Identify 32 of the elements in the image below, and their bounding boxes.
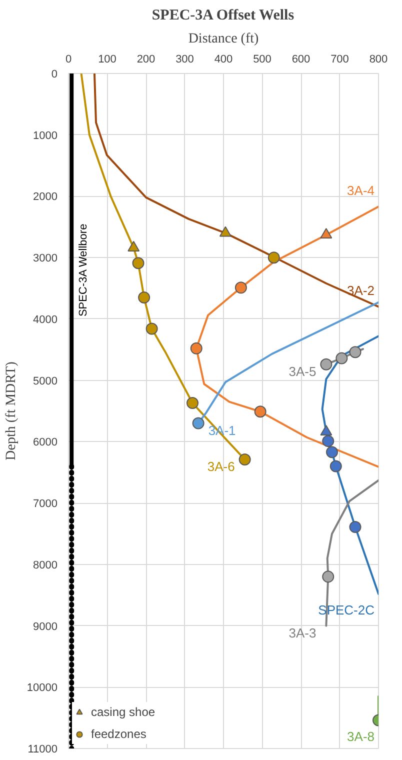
y-tick-label: 0	[51, 68, 58, 80]
x-tick-label: 300	[176, 54, 194, 66]
legend-label: casing shoe	[91, 705, 156, 719]
y-tick-label: 5000	[33, 375, 58, 388]
y-tick-label: 3000	[33, 252, 58, 265]
y-tick-label: 4000	[33, 314, 58, 326]
y-tick-label: 11000	[28, 744, 58, 756]
x-tick-label: 400	[214, 54, 233, 66]
y-tick-label: 6000	[33, 436, 58, 449]
series-label: 3A-5	[288, 364, 316, 379]
y-tick-label: 1000	[33, 130, 58, 142]
legend-label: feedzones	[91, 727, 146, 741]
series-label: 3A-4	[347, 183, 375, 198]
x-axis-title: Distance (ft)	[188, 32, 260, 46]
y-tick-label: 9000	[33, 620, 58, 633]
series-label: 3A-3	[288, 625, 316, 640]
text: SPEC-3A Wellbore	[78, 224, 90, 317]
x-tick-label: 200	[136, 54, 156, 66]
y-axis-title: Depth (ft MDRT)	[4, 361, 19, 460]
chart-title: SPEC-3A Offset Wells	[152, 8, 294, 24]
y-tick-label: 8000	[33, 559, 58, 572]
y-tick-label: 7000	[33, 498, 58, 510]
x-tick-label: 100	[98, 54, 116, 66]
x-tick-label: 600	[292, 54, 310, 66]
x-tick-label: 800	[369, 54, 388, 66]
y-tick-label: 2000	[33, 191, 58, 204]
x-tick-label: 700	[330, 54, 349, 66]
x-tick-label: 0	[65, 54, 72, 66]
x-tick-label: 500	[253, 54, 272, 66]
series-label: 3A-8	[347, 728, 375, 744]
y-tick-label: 10000	[26, 682, 58, 694]
series-label: 3A-6	[207, 458, 235, 474]
